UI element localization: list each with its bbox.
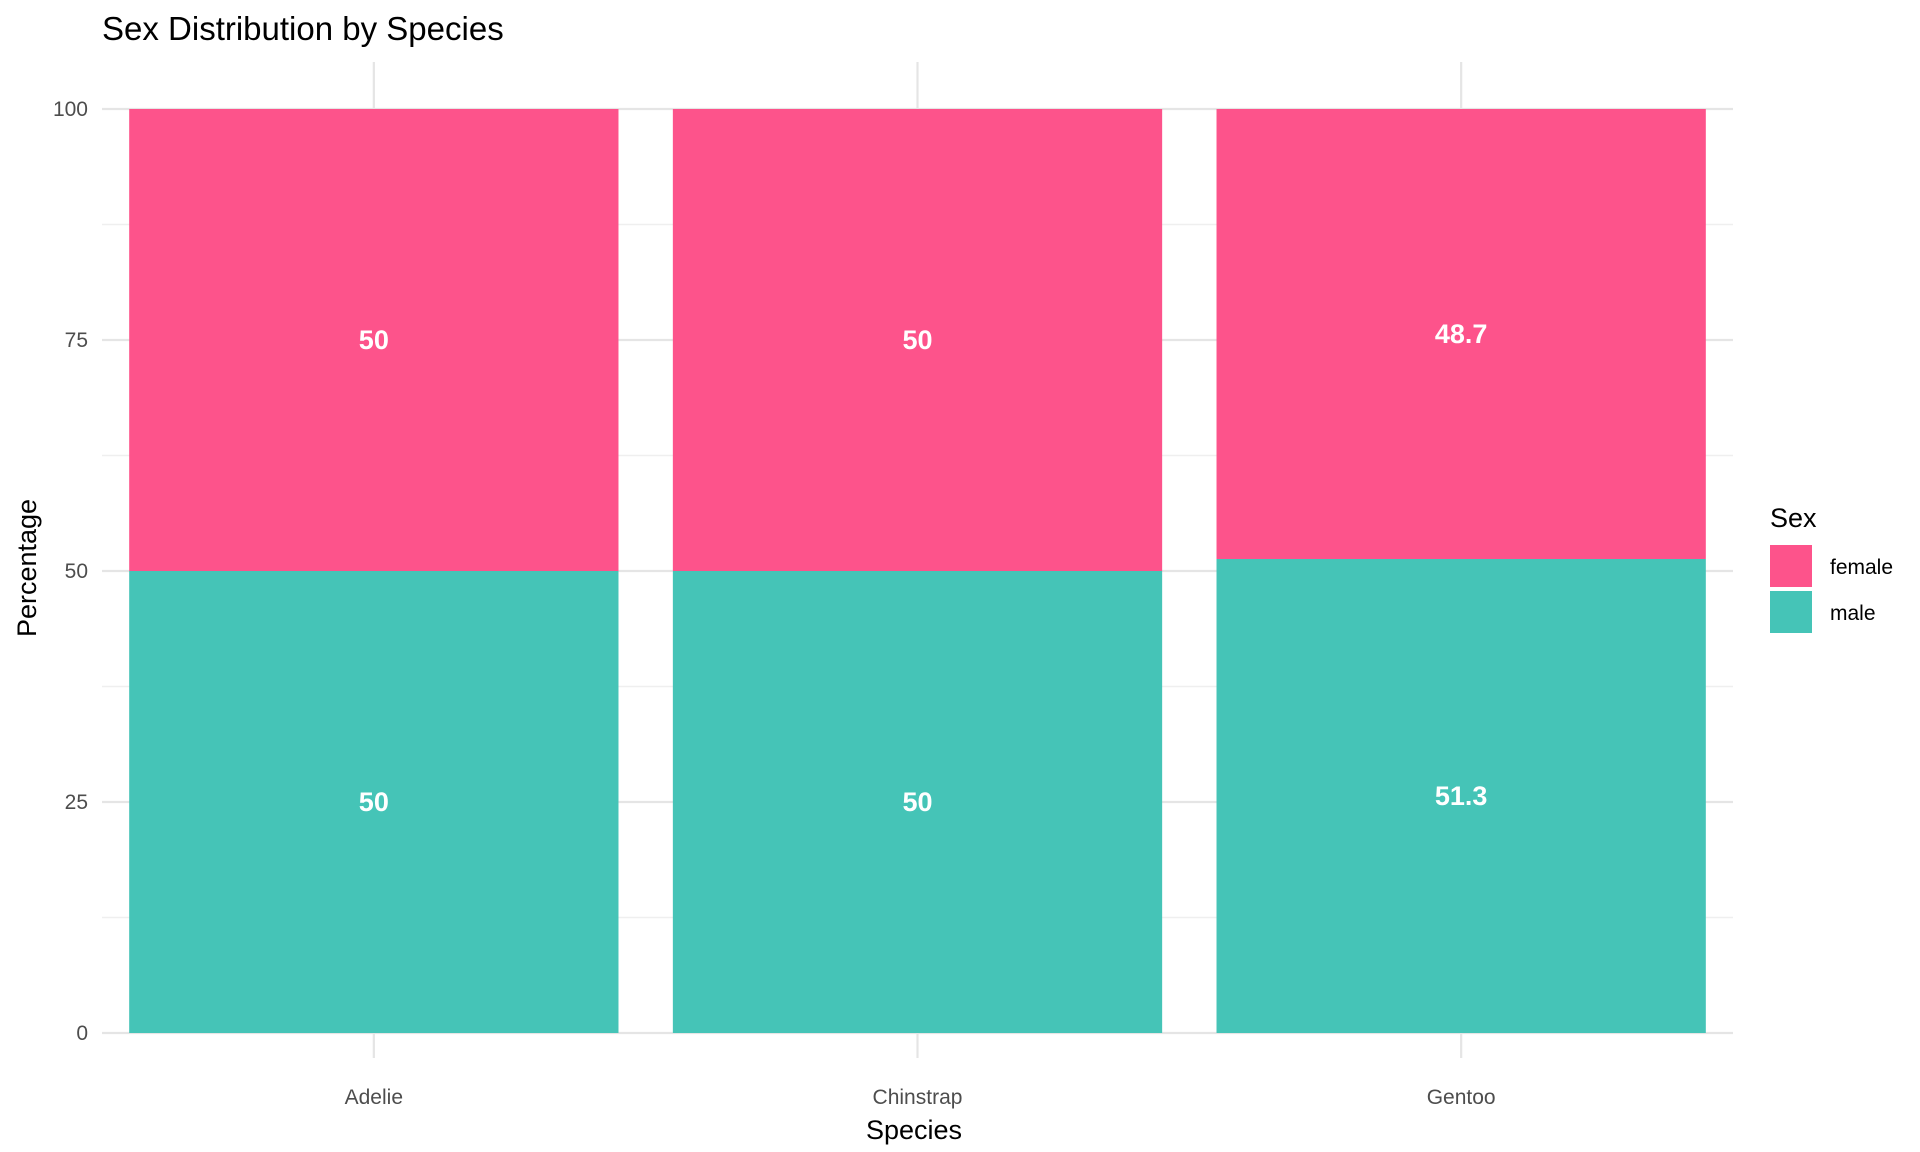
bar-gentoo-female — [1216, 109, 1706, 559]
x-axis-ticks: Adelie Chinstrap Gentoo — [345, 1086, 1496, 1109]
bar-chinstrap-female — [672, 109, 1163, 571]
y-tick-label: 50 — [65, 560, 88, 583]
legend: Sex female male — [1770, 503, 1893, 633]
legend-key-male — [1770, 591, 1812, 633]
legend-items: female male — [1770, 545, 1893, 633]
bars — [129, 109, 1706, 1033]
x-axis-title: Species — [866, 1115, 962, 1145]
data-label-gentoo-male: 51.3 — [1435, 781, 1488, 811]
legend-label-female: female — [1830, 556, 1893, 579]
y-axis-title: Percentage — [12, 499, 42, 637]
data-label-adelie-male: 50 — [359, 787, 389, 817]
legend-key-female — [1770, 545, 1812, 587]
y-tick-label: 75 — [65, 329, 88, 352]
bar-adelie-male — [129, 571, 619, 1033]
y-tick-label: 100 — [53, 98, 88, 121]
data-label-gentoo-female: 48.7 — [1435, 319, 1488, 349]
y-tick-label: 25 — [65, 791, 88, 814]
data-label-adelie-female: 50 — [359, 325, 389, 355]
chart-title: Sex Distribution by Species — [102, 10, 504, 47]
y-axis-ticks: 0 25 50 75 100 — [53, 98, 88, 1045]
x-tick-label: Adelie — [345, 1086, 403, 1109]
y-tick-label: 0 — [76, 1022, 88, 1045]
x-tick-label: Gentoo — [1427, 1086, 1496, 1109]
bar-chinstrap-male — [672, 571, 1163, 1033]
data-label-chinstrap-male: 50 — [902, 787, 932, 817]
bar-adelie-female — [129, 109, 619, 571]
bar-labels: 50 50 50 50 51.3 48.7 — [359, 319, 1488, 817]
x-tick-label: Chinstrap — [873, 1086, 963, 1109]
legend-label-male: male — [1830, 602, 1876, 625]
bar-gentoo-male — [1216, 558, 1706, 1033]
legend-title: Sex — [1770, 503, 1817, 533]
data-label-chinstrap-female: 50 — [902, 325, 932, 355]
